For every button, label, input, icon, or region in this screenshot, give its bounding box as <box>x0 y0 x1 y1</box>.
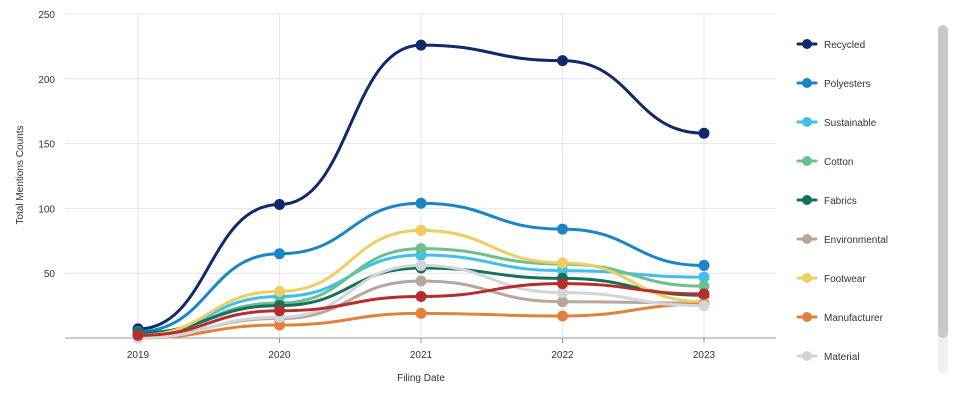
legend-scroll-thumb[interactable] <box>938 25 948 338</box>
data-point[interactable] <box>557 310 568 322</box>
legend-item[interactable]: Fabrics <box>796 195 857 207</box>
data-point[interactable] <box>415 224 427 236</box>
data-point[interactable] <box>557 287 568 299</box>
legend-label: Recycled <box>824 40 865 51</box>
legend-label: Cotton <box>824 157 853 168</box>
legend-item[interactable]: Cotton <box>796 156 853 168</box>
data-point[interactable] <box>132 329 144 341</box>
x-tick-label: 2020 <box>268 350 291 361</box>
x-tick-label: 2023 <box>693 350 716 361</box>
data-point[interactable] <box>698 280 710 292</box>
data-point[interactable] <box>274 248 285 260</box>
data-point[interactable] <box>415 291 427 303</box>
data-point[interactable] <box>698 259 710 271</box>
legend-item[interactable]: Sustainable <box>796 117 877 129</box>
x-tick-label: 2019 <box>127 350 150 361</box>
grid <box>65 13 776 338</box>
legend-swatch-dot <box>802 273 812 283</box>
data-point[interactable] <box>415 243 427 255</box>
legend-item[interactable]: Material <box>796 351 860 363</box>
data-point[interactable] <box>557 223 568 235</box>
data-point[interactable] <box>557 55 568 67</box>
data-point[interactable] <box>698 127 710 139</box>
data-point[interactable] <box>698 288 710 300</box>
y-tick-label: 150 <box>38 140 55 151</box>
x-axis-title: Filing Date <box>397 373 445 384</box>
data-point[interactable] <box>274 285 285 297</box>
axes: 50 100 150 200 250 2019 2020 2021 2022 2023 <box>38 10 776 361</box>
data-point[interactable] <box>415 197 427 209</box>
legend: Recycled Polyesters Sustainable Cotton Fabri… <box>796 39 888 363</box>
y-axis-title: Total Mentions Counts <box>15 126 26 225</box>
data-point[interactable] <box>698 271 710 283</box>
data-point[interactable] <box>415 307 427 319</box>
series-line <box>136 43 706 331</box>
data-point[interactable] <box>415 259 427 271</box>
legend-label: Sustainable <box>824 118 877 129</box>
data-point[interactable] <box>557 257 568 269</box>
legend-item[interactable]: Polyesters <box>796 78 871 90</box>
data-point[interactable] <box>698 300 710 312</box>
legend-label: Manufacturer <box>824 313 884 324</box>
data-point[interactable] <box>557 296 568 308</box>
data-point[interactable] <box>274 305 285 317</box>
legend-swatch-dot <box>802 117 812 127</box>
legend-label: Polyesters <box>824 79 871 90</box>
legend-scrollbar[interactable] <box>938 25 948 374</box>
y-tick-label: 250 <box>38 10 55 21</box>
legend-label: Fabrics <box>824 196 857 207</box>
legend-swatch-dot <box>802 312 812 322</box>
legend-item[interactable]: Recycled <box>796 39 865 51</box>
legend-swatch-dot <box>802 78 812 88</box>
legend-item[interactable]: Environmental <box>796 234 888 246</box>
data-point[interactable] <box>415 39 427 51</box>
data-point[interactable] <box>557 278 568 290</box>
data-point[interactable] <box>274 199 285 211</box>
legend-swatch-dot <box>802 39 812 49</box>
y-tick-label: 100 <box>38 204 55 215</box>
legend-label: Material <box>824 352 860 363</box>
legend-swatch-dot <box>802 195 812 205</box>
legend-swatch-dot <box>802 156 812 166</box>
y-tick-label: 200 <box>38 75 55 86</box>
data-point[interactable] <box>274 319 285 331</box>
legend-item[interactable]: Manufacturer <box>796 312 884 324</box>
legend-label: Environmental <box>824 235 888 246</box>
legend-item[interactable]: Footwear <box>796 273 866 285</box>
x-tick-label: 2021 <box>410 350 433 361</box>
legend-label: Footwear <box>824 274 866 285</box>
legend-swatch-dot <box>802 351 812 361</box>
y-tick-label: 50 <box>44 269 56 280</box>
data-point[interactable] <box>415 275 427 287</box>
series-points <box>132 39 710 344</box>
x-tick-label: 2022 <box>551 350 574 361</box>
legend-swatch-dot <box>802 234 812 244</box>
